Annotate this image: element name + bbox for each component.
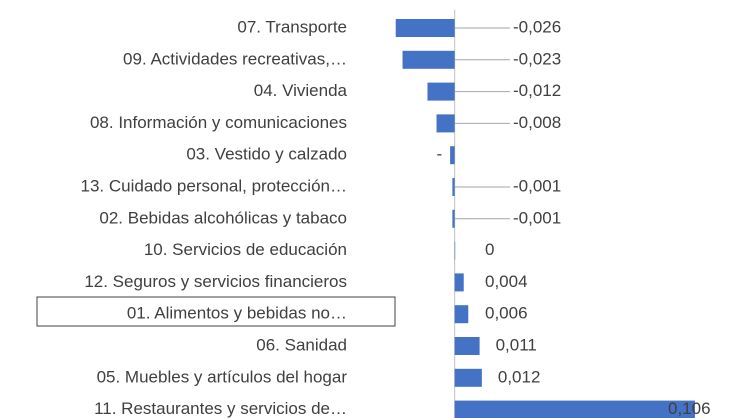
value-label: - — [436, 145, 442, 164]
value-label: 0,006 — [485, 304, 528, 323]
value-label: 0,012 — [498, 367, 541, 386]
category-label: 04. Vivienda — [254, 81, 348, 100]
bar — [454, 400, 695, 418]
bar — [454, 337, 480, 355]
value-label: -0,026 — [513, 17, 561, 36]
value-label: 0 — [485, 240, 494, 259]
category-label: 07. Transporte — [237, 17, 347, 36]
category-label: 12. Seguros y servicios financieros — [84, 272, 347, 291]
value-label: 0,106 — [668, 399, 711, 418]
bar — [454, 368, 482, 387]
value-label: -0,012 — [513, 81, 561, 100]
category-label: 08. Información y comunicaciones — [90, 113, 347, 132]
value-label: 0,011 — [496, 335, 537, 354]
bar — [402, 50, 455, 69]
value-label: 0,004 — [485, 272, 528, 291]
category-label: 13. Cuidado personal, protección… — [81, 176, 348, 195]
bar — [454, 305, 469, 324]
category-label: 05. Muebles y artículos del hogar — [97, 367, 348, 386]
value-label: -0,008 — [513, 113, 561, 132]
category-label: 01. Alimentos y bebidas no… — [127, 304, 347, 323]
selection-box — [36, 296, 396, 327]
category-label: 09. Actividades recreativas,… — [123, 49, 347, 68]
bar — [427, 82, 455, 101]
bar — [452, 209, 455, 228]
bar — [436, 114, 455, 133]
category-label: 10. Servicios de educación — [144, 240, 347, 259]
category-label: 03. Vestido y calzado — [186, 145, 347, 164]
bar — [454, 273, 464, 292]
bar — [450, 146, 455, 165]
bar — [454, 241, 456, 260]
bar — [395, 19, 455, 37]
category-label: 02. Bebidas alcohólicas y tabaco — [99, 208, 347, 227]
value-label: -0,023 — [513, 49, 561, 68]
category-label: 06. Sanidad — [256, 335, 347, 354]
category-label: 11. Restaurantes y servicios de… — [94, 399, 347, 418]
bar — [452, 178, 455, 196]
value-label: -0,001 — [513, 208, 561, 227]
value-label: -0,001 — [513, 176, 561, 195]
